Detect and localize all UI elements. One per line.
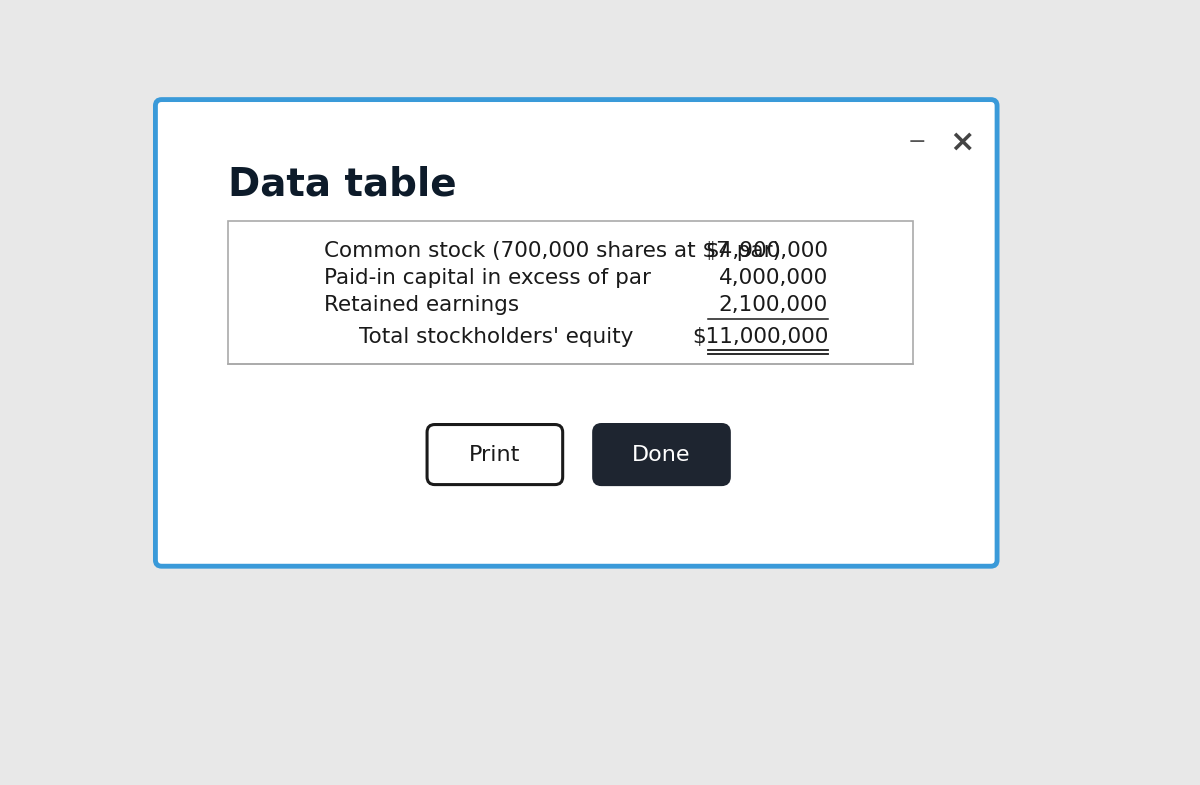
FancyBboxPatch shape: [427, 425, 563, 484]
Text: −: −: [908, 132, 926, 152]
Text: 4,000,000: 4,000,000: [719, 268, 828, 288]
Text: 2,100,000: 2,100,000: [719, 295, 828, 316]
Text: Paid-in capital in excess of par: Paid-in capital in excess of par: [324, 268, 652, 288]
Text: $11,000,000: $11,000,000: [691, 327, 828, 347]
Text: Print: Print: [469, 444, 521, 465]
Text: Common stock (700,000 shares at $7 par): Common stock (700,000 shares at $7 par): [324, 241, 781, 261]
Text: Done: Done: [632, 444, 691, 465]
Text: Total stockholders' equity: Total stockholders' equity: [359, 327, 634, 347]
Text: $4,900,000: $4,900,000: [706, 241, 828, 261]
Text: Data table: Data table: [228, 165, 456, 203]
Text: Retained earnings: Retained earnings: [324, 295, 520, 316]
FancyBboxPatch shape: [594, 425, 730, 484]
FancyBboxPatch shape: [156, 100, 997, 566]
FancyBboxPatch shape: [228, 221, 913, 363]
Text: ×: ×: [949, 127, 974, 156]
